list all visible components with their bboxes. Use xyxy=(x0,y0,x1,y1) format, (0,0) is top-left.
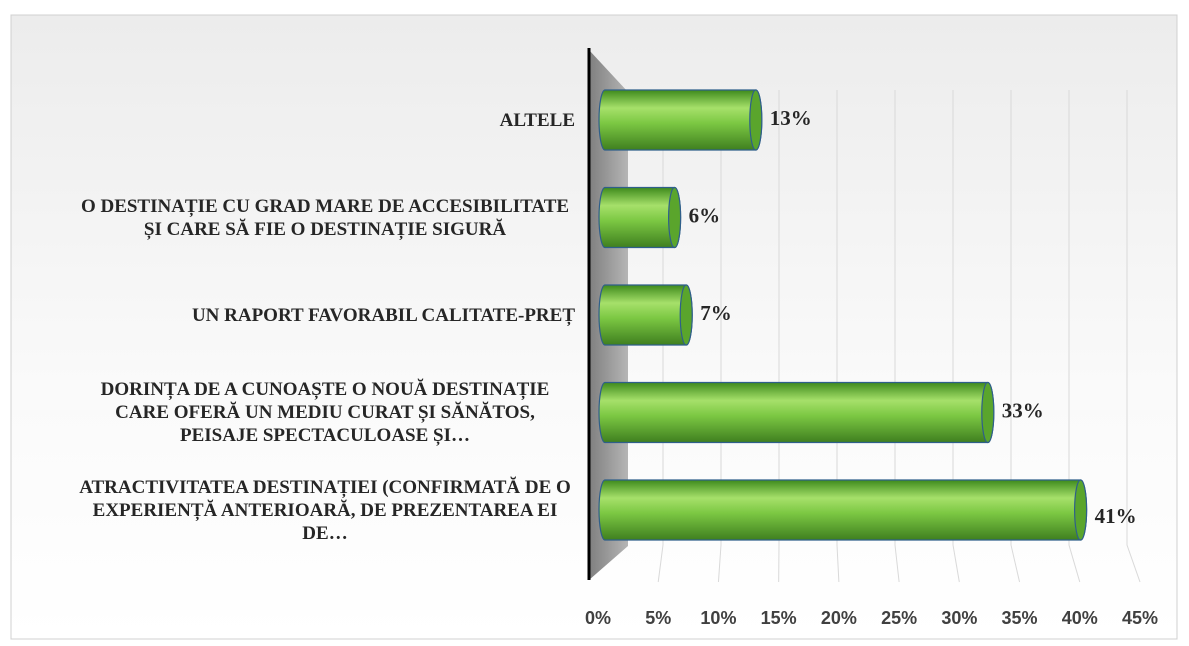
x-tick-label: 15% xyxy=(761,608,797,628)
category-text: DORINȚA DE A CUNOAȘTE O NOUĂ DESTINAȚIE … xyxy=(100,379,550,446)
bar-body xyxy=(598,381,995,444)
bar xyxy=(598,479,1088,541)
category-label: DORINȚA DE A CUNOAȘTE O NOUĂ DESTINAȚIE … xyxy=(75,378,575,447)
value-label: 7% xyxy=(700,301,732,325)
category-text: ATRACTIVITATEA DESTINAȚIEI (CONFIRMATĂ D… xyxy=(79,476,571,544)
x-tick-label: 30% xyxy=(941,608,977,628)
x-tick-label: 10% xyxy=(700,608,736,628)
x-tick-label: 0% xyxy=(585,608,611,628)
x-tick-label: 20% xyxy=(821,608,857,628)
category-label: UN RAPORT FAVORABIL CALITATE-PREȚ xyxy=(75,304,575,327)
x-tick-label: 5% xyxy=(645,608,671,628)
bar-cap xyxy=(1073,479,1088,541)
bar xyxy=(598,284,693,346)
grid-line xyxy=(1068,90,1081,583)
category-text: ALTELE xyxy=(499,109,575,131)
bar xyxy=(598,381,995,444)
grid-line xyxy=(717,90,722,583)
grid-line xyxy=(1010,90,1021,583)
bar-body xyxy=(598,89,763,151)
category-label: O DESTINAȚIE CU GRAD MARE DE ACCESIBILIT… xyxy=(75,195,575,241)
category-text: UN RAPORT FAVORABIL CALITATE-PREȚ xyxy=(191,304,575,326)
x-tick-label: 45% xyxy=(1122,608,1158,628)
grid-line xyxy=(894,90,900,583)
bar-body xyxy=(598,479,1088,541)
value-label: 33% xyxy=(1002,398,1044,422)
category-label: ATRACTIVITATEA DESTINAȚIEI (CONFIRMATĂ D… xyxy=(75,476,575,545)
grid-line xyxy=(952,90,960,583)
bar-cap xyxy=(679,284,693,346)
grid-line xyxy=(836,90,840,583)
category-text: O DESTINAȚIE CU GRAD MARE DE ACCESIBILIT… xyxy=(80,195,570,240)
value-label: 41% xyxy=(1095,504,1137,528)
bar-cap xyxy=(667,186,682,249)
x-tick-label: 25% xyxy=(881,608,917,628)
value-label: 13% xyxy=(770,106,812,130)
category-label: ALTELE xyxy=(75,109,575,132)
grid-line xyxy=(1126,90,1141,583)
bar-cap xyxy=(981,381,995,444)
bar-body xyxy=(598,284,693,346)
x-tick-label: 35% xyxy=(1002,608,1038,628)
bar-cap xyxy=(749,89,763,151)
bar xyxy=(598,186,682,249)
value-label: 6% xyxy=(689,203,721,227)
bar xyxy=(598,89,763,151)
x-tick-label: 40% xyxy=(1062,608,1098,628)
